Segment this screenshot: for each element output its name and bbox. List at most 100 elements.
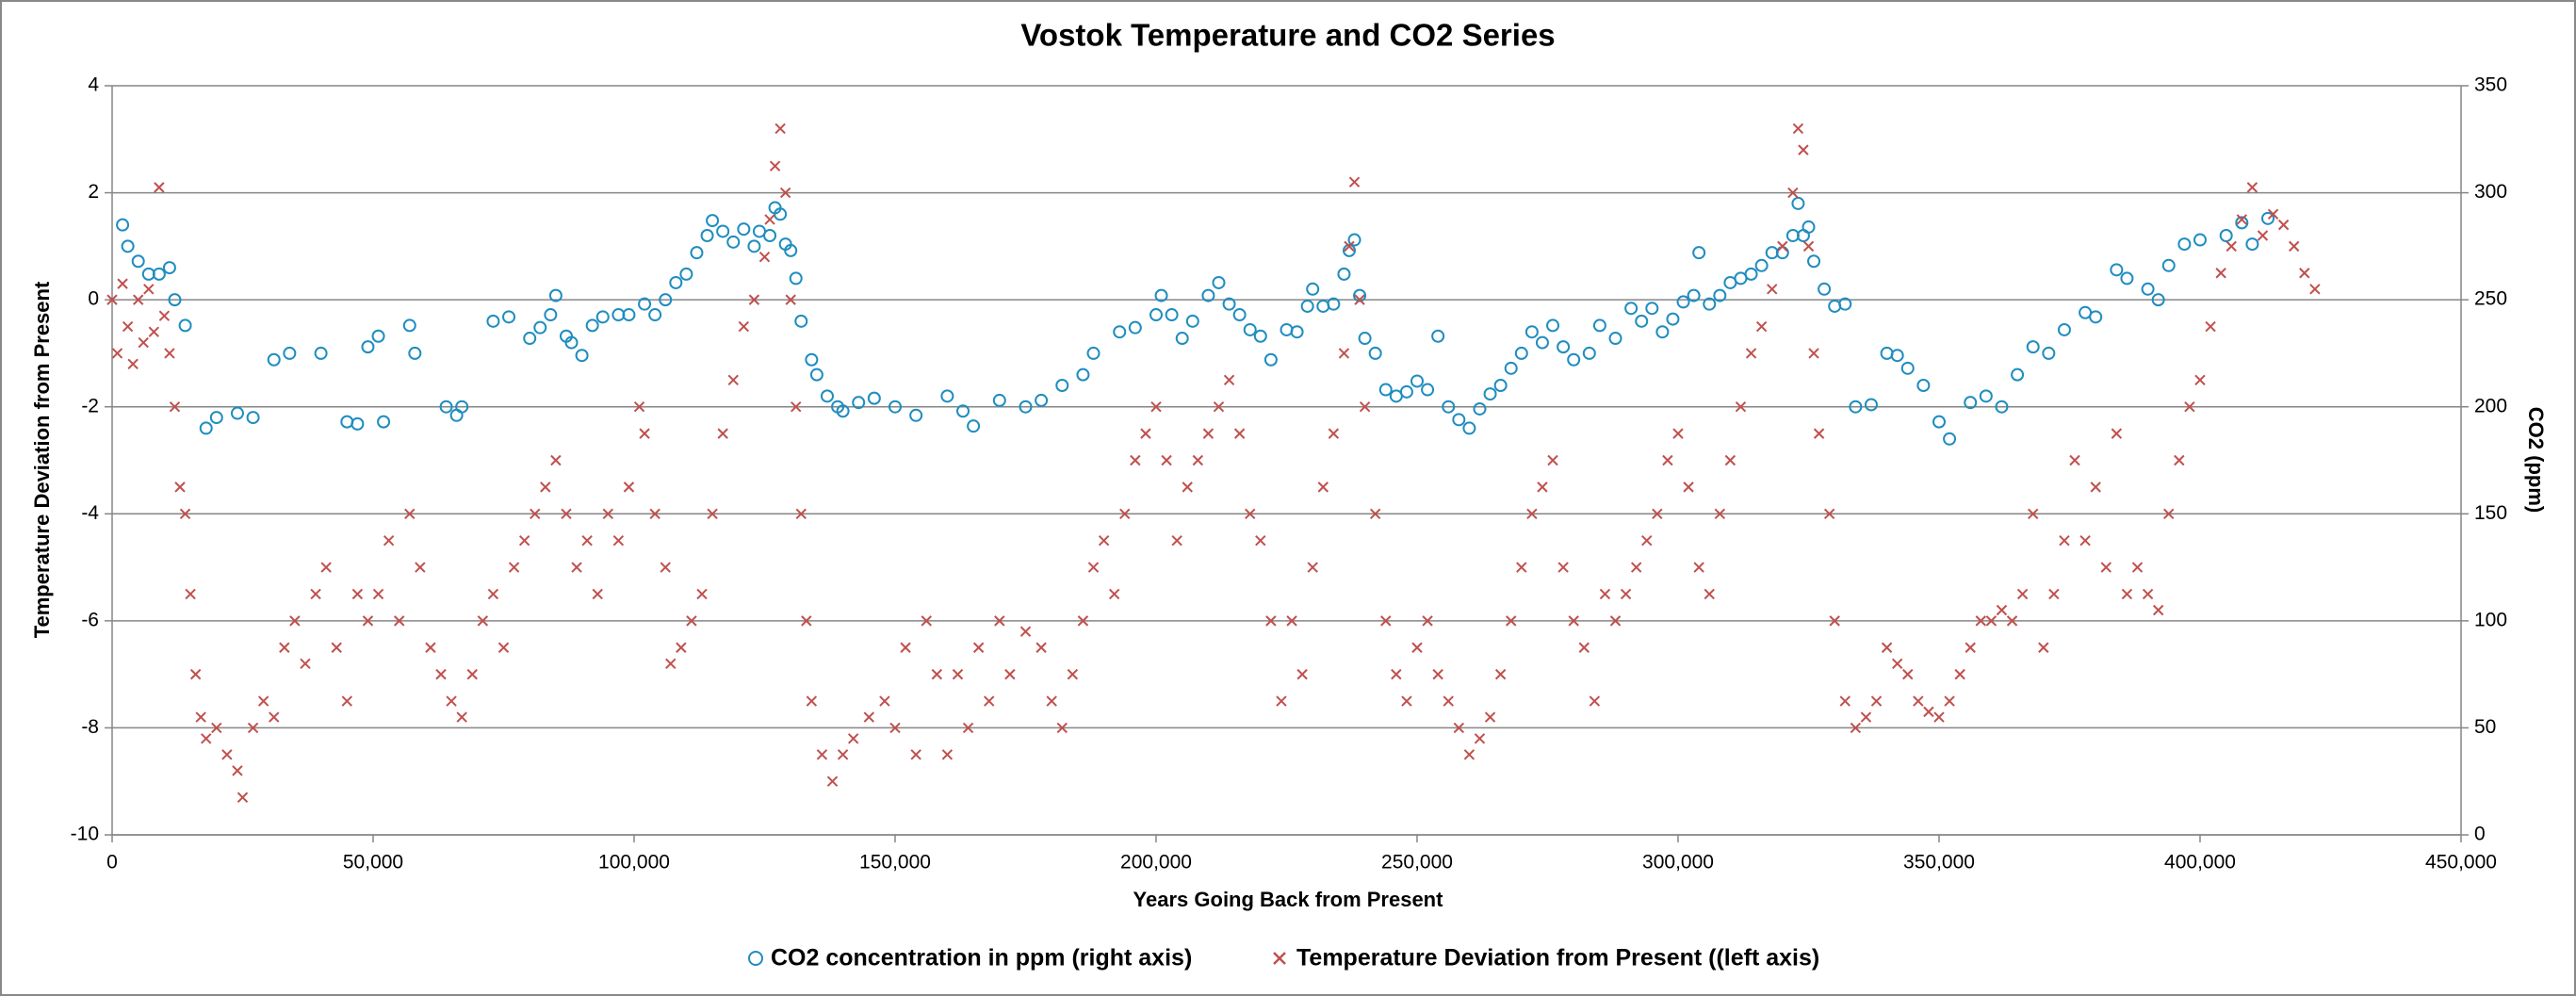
temperature-point	[1652, 508, 1663, 519]
temperature-point	[816, 749, 828, 760]
co2-point	[1655, 325, 1670, 339]
temperature-point	[143, 284, 155, 295]
temperature-point	[1620, 588, 1632, 600]
temperature-point	[2006, 615, 2018, 627]
temperature-point	[1411, 642, 1423, 653]
temperature-point	[351, 588, 364, 600]
y2-axis-label: CO2 (ppm)	[2524, 407, 2548, 513]
temperature-point	[487, 588, 499, 600]
temperature-point	[111, 348, 123, 359]
temperature-point	[189, 668, 202, 680]
temperature-point	[236, 792, 249, 803]
co2-point	[2110, 263, 2124, 277]
temperature-point	[2184, 401, 2195, 413]
co2-point	[1635, 314, 1649, 328]
co2-point	[1666, 312, 1680, 326]
temperature-point	[185, 588, 196, 600]
temperature-point	[900, 642, 911, 653]
temperature-point	[994, 615, 1005, 627]
co2-point	[2042, 346, 2056, 360]
temperature-point	[1745, 348, 1757, 359]
temperature-point	[1286, 615, 1297, 627]
temperature-point	[826, 776, 839, 787]
temperature-point	[383, 534, 395, 547]
co2-point	[1791, 196, 1805, 210]
co2-point	[361, 340, 375, 354]
co2-point	[700, 229, 714, 242]
temperature-point	[1589, 695, 1601, 707]
co2-point	[1504, 361, 1518, 375]
y-tick-label: -10	[71, 824, 99, 845]
temperature-point	[425, 642, 436, 653]
co2-point	[2011, 367, 2025, 382]
co2-point	[178, 318, 192, 333]
co2-point	[669, 275, 683, 289]
temperature-point	[1933, 711, 1945, 723]
y2-tick-label: 50	[2474, 716, 2496, 738]
temperature-point	[1954, 668, 1965, 680]
co2-point	[1431, 329, 1445, 343]
co2-point	[2245, 237, 2259, 252]
temperature-point	[686, 615, 697, 627]
co2-point	[351, 416, 365, 431]
temperature-point	[310, 588, 321, 600]
co2-point	[679, 267, 693, 281]
co2-point	[1535, 335, 1549, 350]
temperature-point	[1944, 695, 1955, 707]
temperature-point	[1380, 615, 1392, 627]
co2-point	[794, 314, 808, 328]
co2-point	[283, 346, 297, 360]
co2-point	[1243, 322, 1257, 336]
temperature-point	[2289, 240, 2300, 253]
temperature-point	[1975, 615, 1987, 627]
co2-point	[1222, 297, 1236, 311]
temperature-point	[2246, 182, 2258, 193]
temperature-point	[921, 615, 932, 627]
x-tick-label: 300,000	[1642, 852, 1714, 874]
co2-point	[1807, 254, 1821, 269]
co2-point	[1676, 295, 1690, 309]
temperature-point	[279, 642, 290, 653]
co2-point	[1421, 383, 1435, 397]
co2-point	[1358, 332, 1372, 346]
y2-tick-label: 300	[2474, 181, 2507, 203]
co2-point	[1703, 297, 1717, 311]
temperature-point	[2048, 588, 2060, 600]
co2-point	[648, 308, 662, 322]
x-tick-label: 0	[106, 852, 118, 874]
temperature-point	[1328, 428, 1340, 439]
co2-point	[2057, 322, 2071, 336]
co2-point	[1462, 421, 1476, 435]
temperature-point	[1902, 668, 1914, 680]
co2-point	[2141, 282, 2155, 296]
legend-marker	[1273, 952, 1286, 965]
co2-point	[1399, 384, 1413, 399]
temperature-point	[1348, 176, 1361, 188]
temperature-point	[984, 695, 995, 707]
temperature-point	[1171, 534, 1182, 547]
co2-point	[889, 400, 902, 414]
temperature-point	[1755, 320, 1768, 333]
temperature-point	[127, 358, 139, 369]
co2-point	[690, 246, 704, 260]
temperature-point	[602, 508, 614, 519]
temperature-point	[1850, 722, 1862, 734]
co2-point	[1754, 258, 1769, 272]
co2-point	[1128, 320, 1142, 335]
y-tick-label: -6	[81, 609, 99, 630]
temperature-point	[748, 294, 760, 305]
co2-point	[1076, 367, 1090, 382]
temperature-point	[1568, 615, 1579, 627]
temperature-point	[106, 294, 118, 305]
temperature-point	[1443, 695, 1454, 707]
temperature-point	[837, 749, 849, 760]
co2-point	[1802, 220, 1816, 234]
temperature-point	[764, 214, 775, 225]
y-tick-label: -8	[81, 716, 99, 738]
co2-point	[1378, 383, 1393, 397]
co2-point	[162, 261, 176, 275]
co2-point	[1493, 379, 1508, 392]
temperature-point	[962, 722, 974, 734]
